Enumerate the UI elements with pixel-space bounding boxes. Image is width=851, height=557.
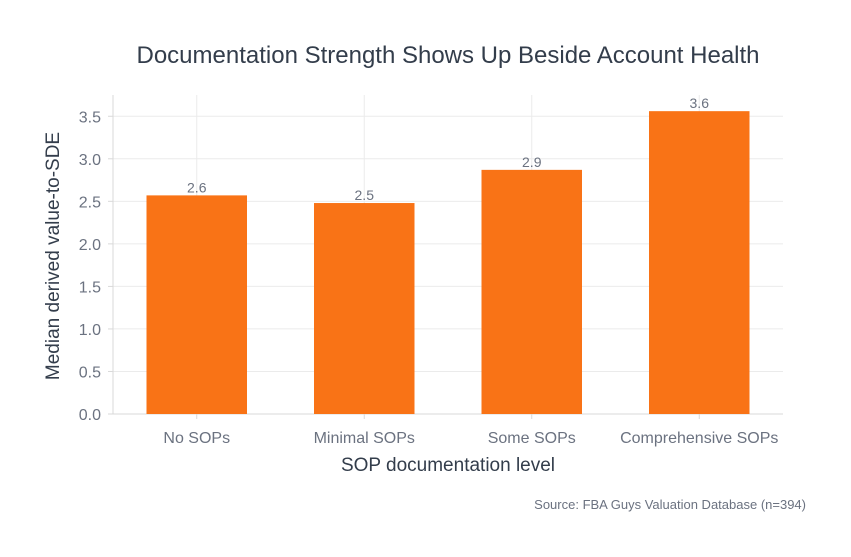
x-tick-label: Comprehensive SOPs — [620, 430, 778, 447]
x-axis-label: SOP documentation level — [341, 455, 555, 476]
bar — [314, 203, 415, 414]
bars — [146, 111, 750, 415]
y-tick-label: 3.5 — [79, 109, 101, 126]
y-tick-label: 2.5 — [79, 194, 101, 211]
bar — [481, 169, 582, 414]
bar — [649, 111, 750, 415]
y-tick-label: 1.0 — [79, 322, 101, 339]
y-tick-label: 3.0 — [79, 152, 101, 169]
y-tick-label: 2.0 — [79, 237, 101, 254]
y-axis-label: Median derived value-to-SDE — [43, 132, 64, 380]
x-tick-label: Minimal SOPs — [314, 430, 415, 447]
bar-value-label: 2.5 — [355, 187, 375, 203]
data-labels: 2.6 2.5 2.9 3.6 — [187, 95, 709, 203]
y-tick-label: 0.0 — [79, 407, 101, 424]
bar-value-label: 3.6 — [690, 95, 710, 111]
y-tick-label: 1.5 — [79, 279, 101, 296]
source-note: Source: FBA Guys Valuation Database (n=3… — [534, 497, 806, 512]
y-tick-label: 0.5 — [79, 364, 101, 381]
x-tick-label: No SOPs — [163, 430, 230, 447]
bar — [146, 195, 247, 414]
x-axis-ticks: No SOPs Minimal SOPs Some SOPs Comprehensiv… — [163, 414, 778, 447]
chart-title: Documentation Strength Shows Up Beside A… — [136, 42, 759, 69]
bar-value-label: 2.9 — [522, 154, 542, 170]
y-axis-ticks: 0.0 0.5 1.0 1.5 2.0 2.5 3.0 3.5 — [79, 109, 113, 424]
bar-value-label: 2.6 — [187, 179, 207, 195]
x-tick-label: Some SOPs — [488, 430, 576, 447]
